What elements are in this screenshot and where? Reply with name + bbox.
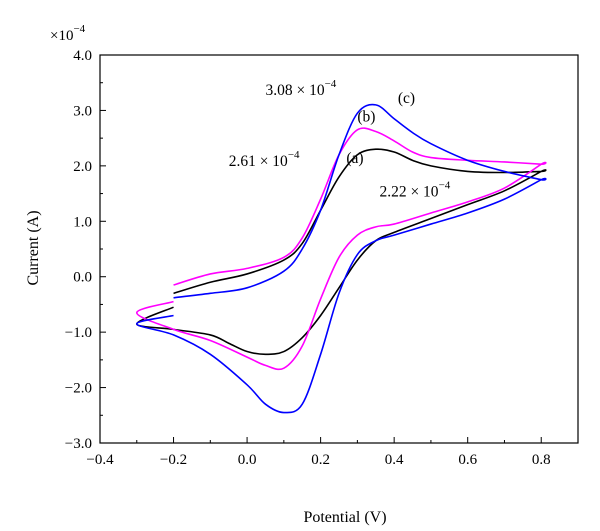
y-tick-label: −3.0 — [65, 436, 92, 452]
x-tick-label: 0.0 — [238, 452, 257, 468]
x-tick-label: 0.4 — [385, 452, 404, 468]
x-tick-label: 0.2 — [311, 452, 330, 468]
y-tick-label: 3.0 — [73, 103, 92, 119]
y-tick-label: −2.0 — [65, 381, 92, 397]
plot-border — [99, 54, 579, 444]
x-tick-label: 0.6 — [458, 452, 477, 468]
annotation-label: (c) — [398, 90, 415, 107]
series-layer — [135, 103, 547, 414]
series-line — [135, 127, 547, 371]
x-axis-title: Potential (V) — [303, 509, 386, 526]
y-axis-title: Current (A) — [25, 210, 42, 285]
y-tick-label: 4.0 — [73, 48, 92, 64]
y-tick-label: 0.0 — [73, 270, 92, 286]
x-tick-label: −0.2 — [160, 452, 187, 468]
series-line — [135, 148, 547, 356]
x-tick-label: 0.8 — [532, 452, 551, 468]
annotation-label: (a) — [346, 150, 363, 167]
series-line — [135, 103, 547, 414]
annotation-label: (b) — [357, 109, 375, 126]
annotations: (a) (b) (c) 3.08 × 10−4 2.61 × 10−4 2.22 × 10… — [229, 78, 451, 200]
y-tick-label: −1.0 — [65, 325, 92, 341]
annotation-label: 2.22 × 10−4 — [379, 179, 450, 200]
plot-frame — [99, 54, 579, 444]
y-axis: −3.0 −2.0 −1.0 0.0 1.0 2.0 3.0 4.0 — [65, 48, 106, 452]
y-axis-multiplier: ×10−4 — [50, 23, 86, 44]
annotation-label: 2.61 × 10−4 — [229, 149, 300, 170]
y-tick-label: 1.0 — [73, 214, 92, 230]
x-tick-label: −0.4 — [86, 452, 114, 468]
x-axis: −0.4 −0.2 0.0 0.2 0.4 0.6 0.8 — [86, 437, 551, 468]
annotation-label: 3.08 × 10−4 — [265, 78, 336, 99]
y-tick-label: 2.0 — [73, 159, 92, 175]
